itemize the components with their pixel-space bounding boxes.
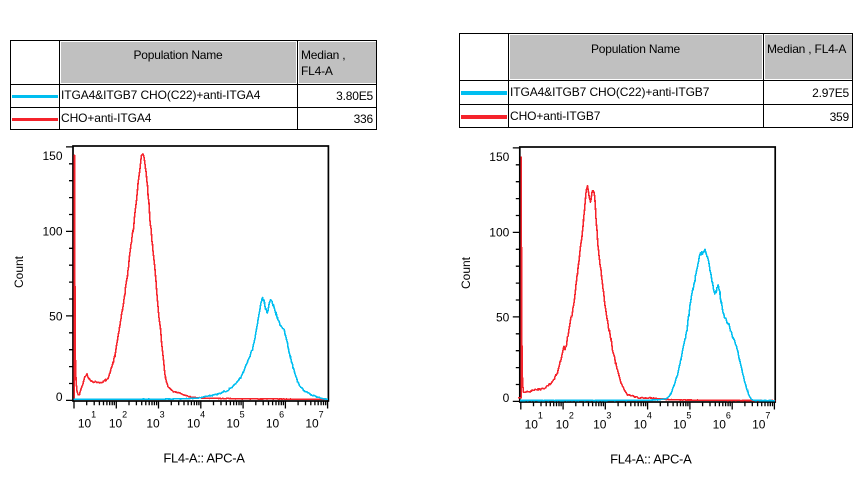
svg-text:50: 50: [49, 309, 63, 323]
svg-text:10: 10: [593, 418, 607, 432]
svg-text:10: 10: [305, 417, 319, 431]
svg-text:3: 3: [160, 410, 165, 420]
svg-text:4: 4: [200, 410, 205, 420]
svg-text:10: 10: [146, 417, 160, 431]
svg-text:Count: Count: [459, 256, 473, 289]
svg-text:150: 150: [489, 150, 509, 164]
svg-text:10: 10: [78, 417, 92, 431]
svg-text:10: 10: [266, 417, 280, 431]
svg-text:6: 6: [279, 410, 284, 420]
svg-text:5: 5: [686, 411, 691, 421]
svg-text:10: 10: [187, 417, 201, 431]
svg-text:10: 10: [525, 418, 539, 432]
svg-text:3: 3: [606, 411, 611, 421]
svg-text:10: 10: [226, 417, 240, 431]
svg-text:7: 7: [319, 410, 324, 420]
svg-text:50: 50: [496, 310, 510, 324]
svg-text:7: 7: [765, 411, 770, 421]
svg-text:10: 10: [673, 418, 687, 432]
svg-text:1: 1: [91, 410, 96, 420]
svg-text:5: 5: [240, 410, 245, 420]
svg-text:10: 10: [634, 418, 648, 432]
svg-text:FL4-A:: APC-A: FL4-A:: APC-A: [163, 451, 245, 466]
svg-text:6: 6: [726, 411, 731, 421]
svg-text:2: 2: [569, 411, 574, 421]
svg-text:4: 4: [647, 411, 652, 421]
svg-text:1: 1: [538, 411, 543, 421]
svg-text:100: 100: [489, 226, 509, 240]
svg-text:10: 10: [752, 418, 766, 432]
svg-text:10: 10: [713, 418, 727, 432]
svg-text:100: 100: [42, 225, 62, 239]
svg-text:0: 0: [56, 390, 63, 404]
svg-text:10: 10: [109, 417, 123, 431]
svg-text:Count: Count: [12, 255, 26, 288]
svg-text:150: 150: [42, 149, 62, 163]
svg-text:0: 0: [503, 391, 510, 405]
svg-text:2: 2: [122, 410, 127, 420]
svg-text:FL4-A:: APC-A: FL4-A:: APC-A: [610, 452, 692, 467]
svg-text:10: 10: [556, 418, 570, 432]
